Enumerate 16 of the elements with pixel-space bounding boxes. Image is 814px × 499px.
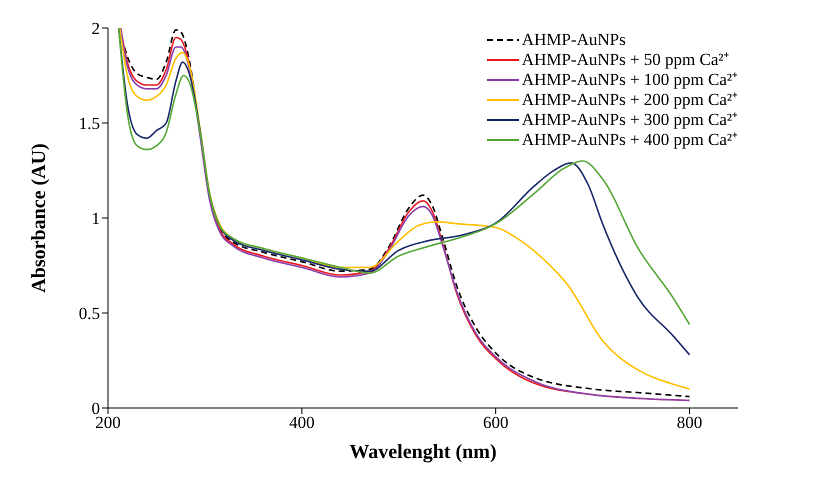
- x-tick-label: 400: [289, 413, 315, 432]
- y-tick-label: 2: [92, 19, 100, 38]
- y-tick-label: 1: [92, 209, 100, 228]
- legend-label: AHMP-AuNPs + 300 ppm Ca²⁺: [522, 110, 738, 130]
- y-tick-label: 1.5: [78, 114, 100, 134]
- x-tick-label: 600: [482, 413, 508, 432]
- x-axis-title: Wavelenght (nm): [349, 441, 497, 463]
- legend-label: AHMP-AuNPs + 200 ppm Ca²⁺: [522, 90, 738, 110]
- y-tick-label: 0.5: [78, 304, 100, 324]
- x-tick-label: 800: [676, 413, 702, 432]
- y-axis-title: Absorbance (AU): [28, 143, 50, 293]
- legend-label: AHMP-AuNPs + 100 ppm Ca²⁺: [522, 70, 738, 90]
- legend-label: AHMP-AuNPs + 50 ppm Ca²⁺: [522, 50, 730, 70]
- legend-label: AHMP-AuNPs: [522, 30, 626, 50]
- legend-label: AHMP-AuNPs + 400 ppm Ca²⁺: [522, 130, 738, 150]
- x-tick-label: 200: [95, 413, 121, 432]
